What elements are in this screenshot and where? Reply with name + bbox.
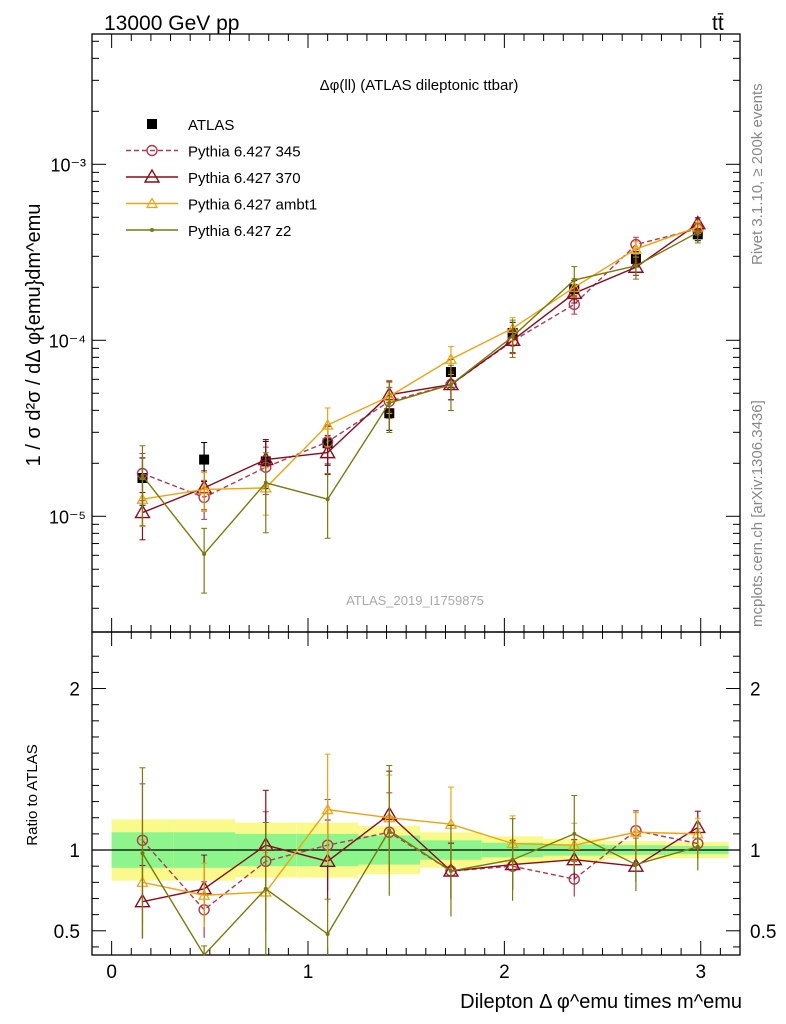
- marker-dot: [695, 844, 700, 849]
- marker-dot: [510, 334, 515, 339]
- ratio-line: [142, 808, 698, 896]
- marker-small-triangle: [629, 242, 642, 254]
- marker-dot: [633, 263, 638, 268]
- header-left: 13000 GeV pp: [104, 12, 239, 35]
- marker-dot: [448, 382, 453, 387]
- marker-small-triangle: [321, 418, 334, 430]
- marker-circle: [146, 144, 158, 157]
- marker-small-triangle: [444, 353, 457, 364]
- marker-small-triangle: [198, 889, 211, 900]
- marker-triangle: [319, 852, 336, 868]
- marker-square: [147, 119, 157, 129]
- main-ylabel: 1 / σ d²σ / dΔ φ{emu}dm^emu: [23, 204, 45, 467]
- main-title: Δφ(ll) (ATLAS dileptonic ttbar): [320, 77, 519, 94]
- marker-dot: [510, 857, 515, 862]
- marker-dot: [202, 552, 207, 557]
- series-pythia-3: [136, 220, 704, 527]
- legend-label: ATLAS: [188, 117, 234, 134]
- legend-label: Pythia 6.427 ambt1: [188, 197, 317, 214]
- marker-dot: [572, 831, 577, 836]
- ratio-y-tick-label: 1: [750, 841, 761, 862]
- marker-small-triangle: [629, 826, 642, 837]
- y-tick-label: 10⁻⁵: [49, 507, 86, 527]
- header-right: tt̄: [712, 12, 724, 35]
- marker-small-triangle: [145, 197, 159, 209]
- marker-dot: [633, 862, 638, 867]
- marker-dot: [448, 869, 453, 874]
- marker-dot: [387, 401, 392, 406]
- marker-small-triangle: [321, 803, 334, 815]
- series-line: [142, 228, 698, 499]
- y-tick-label: 10⁻⁴: [49, 331, 86, 351]
- ratio-series-4: [139, 765, 701, 957]
- series-line: [142, 223, 699, 514]
- legend-label: Pythia 6.427 370: [188, 170, 301, 187]
- series-pythia-4: [139, 222, 701, 594]
- marker-dot: [387, 828, 392, 833]
- x-tick-label: 2: [499, 962, 510, 983]
- xlabel: Dilepton Δ φ^emu times m^emu: [460, 991, 742, 1013]
- ratio-line: [141, 829, 698, 957]
- ratio-ylabel: Ratio to ATLAS: [24, 744, 41, 845]
- legend-label: Pythia 6.427 345: [188, 144, 301, 161]
- marker-dot: [150, 228, 154, 232]
- ratio-y-tick-label: 2: [69, 680, 80, 701]
- series-line: [141, 231, 699, 556]
- ratio-y-tick-label: 1: [69, 841, 80, 862]
- x-tick-label: 3: [695, 962, 706, 983]
- marker-triangle: [143, 168, 161, 183]
- ratio-y-tick-label: 0.5: [54, 922, 80, 943]
- y-tick-label: 10⁻³: [50, 155, 86, 175]
- marker-dot: [263, 886, 268, 891]
- marker-triangle: [566, 284, 583, 299]
- marker-dot: [695, 230, 700, 235]
- marker-dot: [572, 278, 577, 283]
- marker-dot: [325, 497, 330, 502]
- ratio-y-tick-label: 2: [750, 680, 761, 701]
- x-tick-label: 1: [303, 962, 314, 983]
- x-tick-label: 0: [106, 962, 117, 983]
- ratio-line: [141, 829, 698, 911]
- marker-square: [199, 454, 210, 465]
- legend-label: Pythia 6.427 z2: [188, 223, 291, 240]
- watermark: ATLAS_2019_I1759875: [346, 593, 484, 608]
- series-pythia-1: [136, 222, 704, 520]
- marker-dot: [140, 851, 145, 856]
- series-line: [142, 226, 699, 500]
- legend: ATLAS Pythia 6.427 345 Pythia 6.427 370 Pyt…: [126, 117, 317, 240]
- mcplots-label: mcplots.cern.ch [arXiv:1306.3436]: [749, 400, 766, 627]
- ratio-panel: 0 1 2 3 0.5 0.5 1 1 2 2: [54, 631, 776, 983]
- marker-dot: [263, 480, 268, 485]
- main-panel: 10⁻⁵ 10⁻⁴ 10⁻³: [49, 33, 741, 633]
- marker-dot: [140, 473, 145, 478]
- ratio-y-tick-label: 0.5: [750, 922, 776, 943]
- ratio-frame: [91, 631, 741, 956]
- ratio-line: [142, 813, 699, 903]
- marker-triangle: [319, 444, 336, 459]
- rivet-label: Rivet 3.1.10, ≥ 200k events: [749, 83, 766, 265]
- marker-small-triangle: [198, 483, 211, 495]
- marker-dot: [325, 932, 330, 937]
